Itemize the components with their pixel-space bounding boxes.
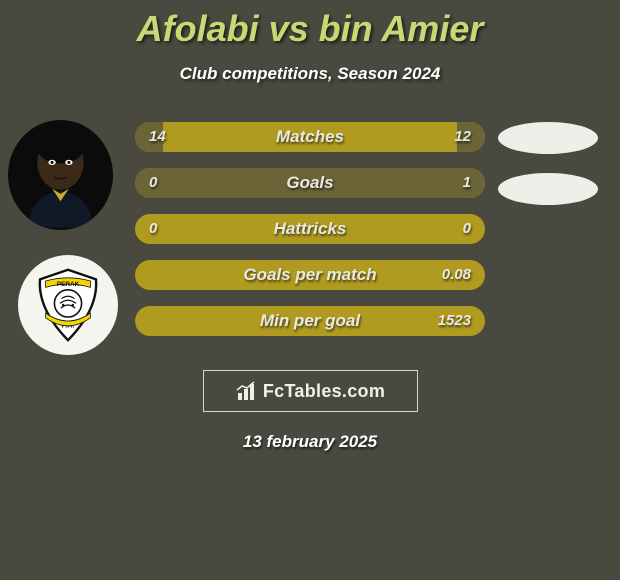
stat-row: Goals0 1 [135, 168, 485, 198]
page-title: Afolabi vs bin Amier [0, 0, 620, 50]
goal-pill-2 [498, 173, 598, 205]
player1-face-icon [8, 120, 113, 230]
bar-value-left: 0 [149, 214, 157, 244]
stat-row: Matches14 12 [135, 122, 485, 152]
bar-value-left: 14 [149, 122, 166, 152]
bar-label: Hattricks [135, 214, 485, 244]
chart-icon [235, 379, 259, 403]
bar-label: Goals [135, 168, 485, 198]
bar-label: Min per goal [135, 306, 485, 336]
bar-label: Matches [135, 122, 485, 152]
avatars-column: PERAK F.A. [8, 120, 113, 355]
player2-badge: PERAK F.A. [18, 255, 118, 355]
stat-row: Hattricks0 0 [135, 214, 485, 244]
bar-value-right: 0 [463, 214, 471, 244]
subtitle: Club competitions, Season 2024 [0, 64, 620, 84]
player1-avatar [8, 120, 113, 230]
footer-area: FcTables.com 13 february 2025 [0, 352, 620, 452]
goal-pill-1 [498, 122, 598, 154]
bar-label: Goals per match [135, 260, 485, 290]
branding-text: FcTables.com [263, 381, 385, 402]
stats-bars: Matches1412Goals01Hattricks00Goals per m… [135, 122, 485, 336]
stat-row: Min per goal1523 [135, 306, 485, 336]
stat-row: Goals per match0.08 [135, 260, 485, 290]
club-badge-icon: PERAK F.A. [28, 265, 108, 345]
bar-value-right: 0.08 [442, 260, 471, 290]
bar-value-left: 0 [149, 168, 157, 198]
bar-value-right: 1523 [438, 306, 471, 336]
bar-value-right: 12 [454, 122, 471, 152]
date-text: 13 february 2025 [0, 432, 620, 452]
badge-label: PERAK [57, 281, 80, 288]
bar-value-right: 1 [463, 168, 471, 198]
branding-box[interactable]: FcTables.com [203, 370, 418, 412]
